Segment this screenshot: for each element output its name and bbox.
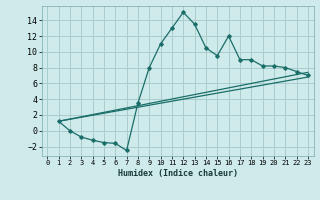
X-axis label: Humidex (Indice chaleur): Humidex (Indice chaleur) [118, 169, 237, 178]
